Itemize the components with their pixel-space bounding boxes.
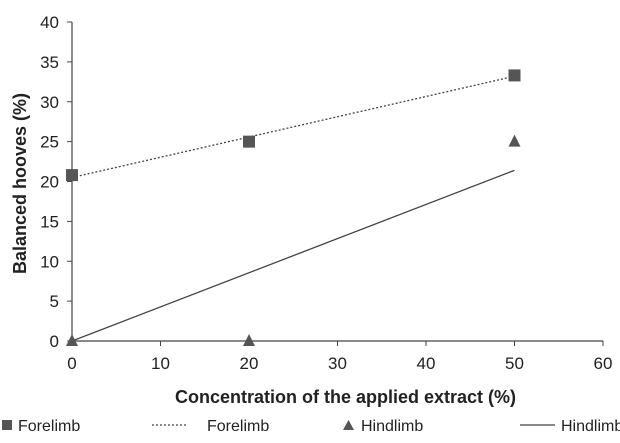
x-tick-label: 60: [594, 354, 613, 373]
y-tick-label: 35: [40, 53, 59, 72]
legend-label: Forelimb: [207, 418, 269, 435]
y-axis-title: Balanced hooves (%): [10, 93, 30, 274]
legend-item-solid-line: Hindlimb: [520, 418, 620, 435]
y-tick-label: 40: [40, 13, 59, 32]
y-axis-ticks: 0 5 10 15 20 25 30 35 40: [40, 13, 72, 351]
y-tick-label: 20: [40, 173, 59, 192]
point-forelimb-square: [66, 169, 78, 182]
legend-label: Hindlimb: [561, 418, 620, 435]
point-forelimb-square: [508, 69, 521, 82]
y-tick-label: 5: [50, 292, 59, 311]
plot-area: 0 10 20 30 40 50 60 0 5 10 15 20 25 30 35 40: [40, 13, 612, 373]
x-tick-label: 40: [417, 354, 436, 373]
trendline-dotted-forelimb: [71, 75, 515, 179]
legend: Forelimb Forelimb Hindlimb Hindlimb: [2, 418, 620, 435]
y-tick-label: 15: [40, 212, 59, 231]
point-hindlimb-triangle: [66, 334, 78, 346]
x-tick-label: 30: [328, 354, 347, 373]
trendline-solid-hindlimb: [71, 169, 515, 342]
legend-item-square: Forelimb: [2, 418, 80, 435]
legend-item-dotted-line: Forelimb: [152, 418, 269, 435]
legend-triangle-marker: [343, 420, 354, 430]
point-forelimb-square: [243, 135, 255, 148]
x-axis-ticks: 0 10 20 30 40 50 60: [67, 341, 612, 373]
x-tick-label: 10: [151, 354, 170, 373]
legend-item-triangle: Hindlimb: [343, 418, 423, 435]
trendlines: [71, 75, 515, 342]
data-markers: [66, 69, 521, 346]
legend-label: Hindlimb: [361, 418, 423, 435]
x-axis-title: Concentration of the applied extract (%): [175, 387, 516, 407]
y-tick-label: 30: [40, 93, 59, 112]
y-tick-label: 0: [50, 332, 59, 351]
x-tick-label: 0: [67, 354, 76, 373]
x-tick-label: 50: [505, 354, 524, 373]
legend-label: Forelimb: [18, 418, 80, 435]
y-tick-label: 25: [40, 133, 59, 152]
point-hindlimb-triangle: [243, 334, 255, 346]
point-hindlimb-triangle: [508, 134, 521, 147]
x-tick-label: 20: [240, 354, 259, 373]
legend-square-marker: [2, 420, 12, 430]
y-tick-label: 10: [40, 252, 59, 271]
